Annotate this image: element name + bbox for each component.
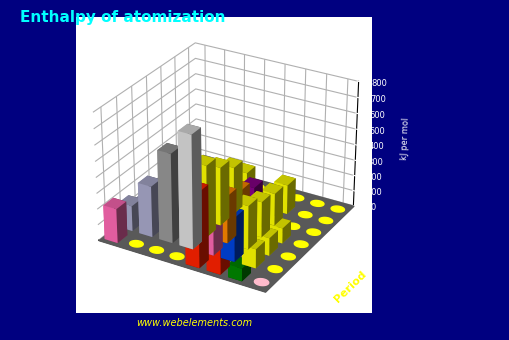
Y-axis label: Period: Period	[332, 270, 367, 305]
Text: www.webelements.com: www.webelements.com	[135, 318, 251, 328]
Text: Enthalpy of atomization: Enthalpy of atomization	[20, 10, 225, 25]
